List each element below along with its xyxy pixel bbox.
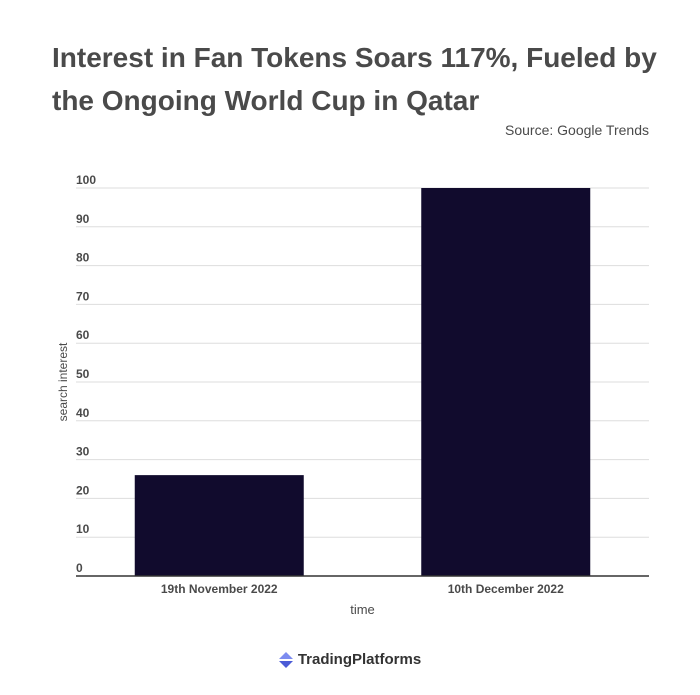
chart-title: Interest in Fan Tokens Soars 117%, Fuele…	[52, 42, 657, 116]
x-tick-label: 19th November 2022	[161, 582, 278, 596]
bar	[134, 475, 304, 576]
bar-chart: 0 10 20 30 40 50 60 70 80 90 100 19th November 202…	[56, 173, 649, 617]
x-axis-label: time	[350, 602, 375, 617]
y-tick-label: 20	[76, 483, 90, 497]
x-axis-ticks: 19th November 2022 10th December 2022	[161, 582, 564, 596]
brand-name: TradingPlatforms	[297, 651, 422, 668]
y-tick-label: 50	[76, 367, 90, 381]
bar	[421, 188, 591, 576]
y-tick-label: 30	[76, 445, 90, 459]
y-axis-label: search interest	[56, 342, 70, 421]
y-axis-ticks: 0 10 20 30 40 50 60 70 80 90 100	[76, 173, 96, 575]
trading-platforms-logo-icon	[278, 651, 293, 668]
x-tick-label: 10th December 2022	[448, 582, 564, 596]
y-tick-label: 80	[76, 251, 90, 265]
y-tick-label: 10	[76, 522, 90, 536]
y-tick-label: 90	[76, 212, 90, 226]
y-tick-label: 60	[76, 328, 90, 342]
y-tick-label: 100	[76, 173, 96, 187]
source-note: Source: Google Trends	[505, 122, 649, 138]
y-tick-label: 40	[76, 406, 90, 420]
bars	[134, 188, 591, 576]
y-tick-label: 70	[76, 289, 90, 303]
brand-logo: TradingPlatforms	[0, 651, 700, 668]
y-tick-label: 0	[76, 561, 83, 575]
